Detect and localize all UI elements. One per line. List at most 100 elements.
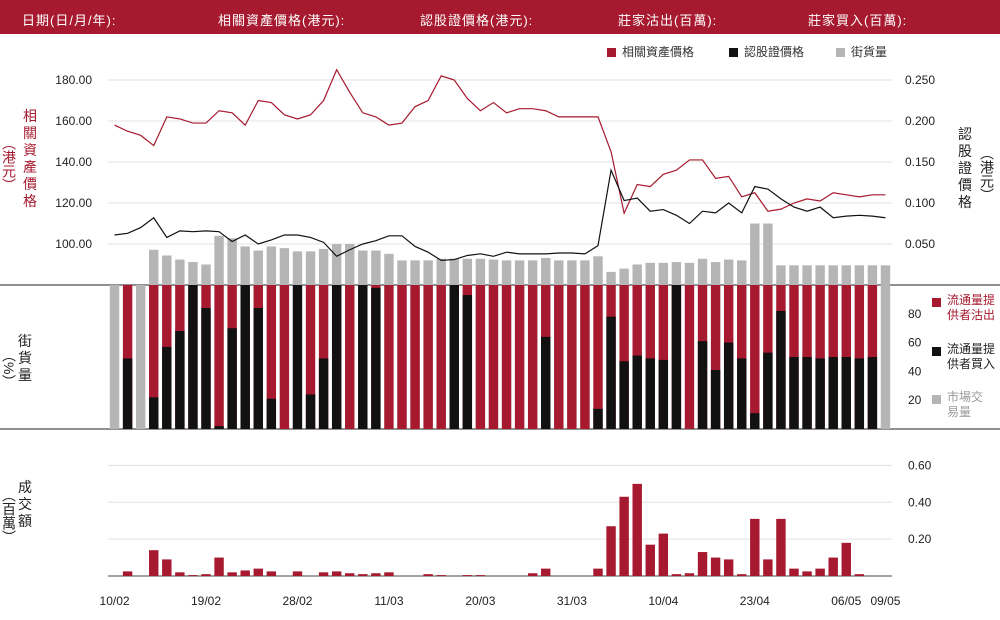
turnover-bar (162, 559, 172, 576)
mm-buy-bar (201, 308, 211, 429)
left-axis-unit-top: （港元） (1, 136, 17, 192)
turnover-bar (331, 571, 342, 576)
header-underlying-price-label: 相關資產價格(港元): (218, 13, 346, 28)
y-right-tick-label: 0.250 (905, 73, 935, 87)
outstanding-bar (188, 262, 198, 285)
mm-buy-bar (815, 358, 825, 429)
right-axis-unit-top: （港元） (979, 146, 995, 202)
turnover-bar (828, 557, 838, 576)
mm-sell-bar (397, 285, 407, 429)
turnover-bar (697, 552, 708, 576)
y-mid-tick-label: 60 (908, 336, 922, 350)
outstanding-bar (580, 260, 590, 285)
outstanding-bar (462, 258, 473, 285)
mm-sell-bar (514, 285, 525, 429)
market-volume-bar (880, 285, 891, 429)
left-axis-title-top: 相關資產價格 (23, 108, 37, 209)
mm-buy-bar (802, 357, 812, 429)
outstanding-bar (697, 258, 708, 285)
outstanding-bar (423, 260, 433, 285)
mm-sell-bar (345, 285, 355, 429)
mm-sell-bar (410, 285, 420, 429)
legend-underlying: 相關資產價格 (607, 43, 694, 60)
turnover-bar (854, 574, 865, 576)
outstanding-bar (880, 265, 891, 285)
outstanding-bar (710, 262, 721, 285)
turnover-bar (632, 483, 642, 576)
mm-sell-bar (501, 285, 512, 429)
mm-buy-bar (776, 310, 786, 429)
outstanding-bar (776, 265, 786, 285)
outstanding-bar (867, 265, 878, 285)
turnover-bar (122, 571, 133, 576)
turnover-bar (541, 568, 551, 576)
mm-buy-bar (763, 352, 773, 429)
warrant-price-line (114, 168, 886, 262)
outstanding-bar (750, 223, 760, 285)
turnover-bar (240, 570, 250, 576)
mm-sell-bar (645, 285, 655, 429)
outstanding-bar (632, 264, 642, 285)
outstanding-bar (619, 268, 629, 285)
turnover-bar (292, 571, 303, 576)
x-tick-label: 10/02 (100, 594, 130, 608)
outstanding-bar (162, 255, 172, 285)
turnover-bar (776, 518, 786, 576)
mm-sell-bar (305, 285, 316, 429)
mm-sell-bar (214, 285, 224, 429)
outstanding-bar (345, 244, 355, 285)
outstanding-bar (684, 262, 695, 285)
y-mid-tick-label: 40 (908, 364, 922, 378)
mm-buy-bar (188, 285, 198, 429)
header-mm-buy-label: 莊家買入(百萬): (808, 13, 908, 28)
mm-buy-bar (253, 308, 263, 429)
mm-sell-bar (266, 285, 277, 429)
mm-sell-bar (279, 285, 290, 429)
turnover-bar (815, 568, 825, 576)
x-tick-label: 28/02 (282, 594, 312, 608)
mm-buy-bar (318, 358, 329, 429)
side-legend-buy: 流通量提供者買入 (932, 342, 995, 374)
mm-buy-bar (632, 355, 642, 429)
outstanding-bar (292, 251, 303, 285)
turnover-bar (593, 568, 603, 576)
outstanding-bar (371, 250, 381, 285)
turnover-bar (345, 573, 355, 576)
turnover-bar (253, 568, 263, 576)
turnover-bar (175, 572, 185, 576)
side-legend-market: 市場交易量 (932, 390, 992, 422)
x-tick-label: 10/04 (648, 594, 678, 608)
turnover-bar (527, 573, 538, 576)
mm-sell-bar (854, 285, 865, 429)
y-left-tick-label: 100.00 (55, 237, 92, 251)
y-left-tick-label: 160.00 (55, 114, 92, 128)
mm-sell-bar (488, 285, 499, 429)
y-mid-tick-label: 80 (908, 307, 922, 321)
mm-buy-bar (175, 331, 185, 429)
mm-buy-bar (122, 358, 133, 429)
outstanding-bar (201, 264, 211, 285)
mm-sell-bar (122, 285, 133, 429)
turnover-bar (606, 526, 616, 576)
turnover-bar (358, 574, 368, 576)
mm-sell-bar (593, 285, 603, 429)
mm-buy-bar (606, 316, 616, 429)
turnover-bar (789, 568, 799, 576)
mm-sell-bar (750, 285, 760, 429)
mm-sell-bar (710, 285, 721, 429)
outstanding-bar (737, 260, 747, 285)
turnover-bar (318, 572, 329, 576)
turnover-bar (710, 557, 721, 576)
mm-buy-bar (841, 357, 851, 429)
mm-sell-bar (436, 285, 446, 429)
header-date-label: 日期(日/月/年): (22, 13, 117, 28)
turnover-bar (227, 572, 237, 576)
outstanding-bar (854, 265, 865, 285)
mm-buy-bar (645, 358, 655, 429)
y-right-tick-label: 0.050 (905, 237, 935, 251)
mm-buy-bar (828, 357, 838, 429)
mm-sell-bar (567, 285, 577, 429)
x-tick-label: 23/04 (740, 594, 770, 608)
right-axis-title-top: 認股證價格 (958, 126, 972, 210)
outstanding-bar (436, 258, 446, 285)
